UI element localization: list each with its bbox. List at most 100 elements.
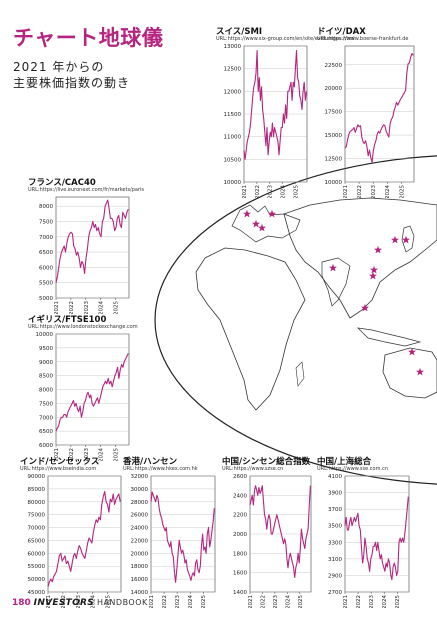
y-tick-label: 2600 <box>233 474 247 480</box>
star-seoul <box>391 235 399 244</box>
star-zurich <box>258 223 266 232</box>
x-tick-label: 2024 <box>99 301 105 314</box>
y-tick-label: 10000 <box>224 180 242 186</box>
y-tick-label: 2400 <box>233 493 247 499</box>
y-tick-label: 13000 <box>224 44 242 50</box>
y-tick-label: 4100 <box>328 474 342 480</box>
page-number: 180 <box>12 598 31 608</box>
y-tick-label: 6500 <box>39 250 53 256</box>
chart-url: URL:https://www.hkex.com.hk <box>123 466 198 472</box>
x-tick-label: 2024 <box>385 185 391 198</box>
y-tick-label: 3700 <box>328 507 342 513</box>
x-tick-label: 2023 <box>84 301 90 314</box>
y-tick-label: 9500 <box>39 346 53 352</box>
series-line <box>249 485 311 579</box>
footer-brand: INVESTORS <box>33 598 95 608</box>
y-tick-label: 2000 <box>233 532 247 538</box>
chart-title: 中国/シンセン総合指数 <box>222 457 311 467</box>
chart-url: URL:https://live.euronext.com/fr/markets… <box>28 187 145 193</box>
plot-frame <box>344 475 410 593</box>
chart-title: ドイツ/DAX <box>317 27 366 37</box>
y-tick-label: 28000 <box>131 500 149 506</box>
plot-frame <box>150 475 216 593</box>
x-tick-label: 2021 <box>343 185 349 198</box>
x-tick-label: 2023 <box>175 595 181 608</box>
australia-outline <box>382 347 437 399</box>
japan-outline <box>401 225 415 253</box>
y-tick-label: 7000 <box>39 235 53 241</box>
star-hongkong <box>369 271 377 280</box>
india-outline <box>321 257 351 307</box>
x-tick-label: 2024 <box>285 595 291 608</box>
x-tick-label: 2025 <box>201 595 207 608</box>
y-tick-label: 17500 <box>325 110 343 116</box>
series-line <box>344 496 409 581</box>
chart-title: スイス/SMI <box>216 27 263 37</box>
y-tick-label: 18000 <box>131 564 149 570</box>
y-tick-label: 11000 <box>224 135 242 141</box>
y-tick-label: 30000 <box>131 487 149 493</box>
y-tick-label: 3300 <box>328 540 342 546</box>
x-tick-label: 2025 <box>114 448 120 461</box>
y-tick-label: 70000 <box>28 526 46 532</box>
y-tick-label: 10500 <box>224 157 242 163</box>
y-tick-label: 24000 <box>131 526 149 532</box>
star-paris <box>252 219 260 228</box>
x-tick-label: 2025 <box>293 185 299 198</box>
chart-title: インド/センセックス <box>20 457 100 467</box>
footer: 180 INVESTORS HANDBOOK <box>12 598 148 608</box>
x-tick-label: 2025 <box>106 595 112 608</box>
y-tick-label: 8000 <box>39 204 53 210</box>
chart-url: URL:https://www.sse.com.cn <box>317 466 388 472</box>
chart-title: イギリス/FTSE100 <box>28 315 107 325</box>
y-tick-label: 9000 <box>39 360 53 366</box>
x-tick-label: 2023 <box>371 185 377 198</box>
subtitle-line1: 2021 年からの <box>13 60 105 74</box>
chart-title: 中国/上海総合 <box>317 457 372 467</box>
x-tick-label: 2021 <box>54 448 60 461</box>
y-tick-label: 8500 <box>39 374 53 380</box>
y-tick-label: 1400 <box>233 590 247 596</box>
x-tick-label: 2023 <box>273 595 279 608</box>
y-tick-label: 22500 <box>325 63 343 69</box>
chart-title: フランス/CAC40 <box>28 178 96 188</box>
europe-outline <box>231 204 301 243</box>
x-tick-label: 2022 <box>260 595 266 608</box>
star-tokyo <box>402 235 410 244</box>
y-tick-label: 10000 <box>36 332 54 338</box>
chart-url: URL:https://www.bseindia.com <box>20 466 97 472</box>
star-singapore <box>361 303 369 312</box>
x-tick-label: 2023 <box>84 448 90 461</box>
y-tick-label: 85000 <box>28 487 46 493</box>
y-tick-label: 3500 <box>328 524 342 530</box>
y-tick-label: 26000 <box>131 513 149 519</box>
x-tick-label: 2021 <box>242 185 248 198</box>
star-frankfurt <box>268 209 276 218</box>
indonesia-outline <box>357 327 422 347</box>
y-tick-label: 45000 <box>28 590 46 596</box>
x-tick-label: 2022 <box>162 595 168 608</box>
page-title: チャート地球儀 <box>13 26 164 50</box>
y-tick-label: 3900 <box>328 491 342 497</box>
chart-url: URL:https://www.szse.cn <box>222 466 284 472</box>
y-tick-label: 14000 <box>131 590 149 596</box>
y-tick-label: 10000 <box>325 180 343 186</box>
y-tick-label: 16000 <box>131 577 149 583</box>
series-line <box>344 52 414 163</box>
y-tick-label: 5000 <box>39 296 53 302</box>
y-tick-label: 11500 <box>224 112 242 118</box>
y-tick-label: 7500 <box>39 401 53 407</box>
series-line <box>55 353 129 432</box>
x-tick-label: 2024 <box>91 595 97 608</box>
y-tick-label: 80000 <box>28 500 46 506</box>
star-shenzhen <box>370 265 378 274</box>
star-sydney <box>408 347 416 356</box>
y-tick-label: 1800 <box>233 551 247 557</box>
y-tick-label: 55000 <box>28 564 46 570</box>
x-tick-label: 2021 <box>46 595 52 608</box>
star-australia <box>416 367 424 376</box>
footer-brand-sub: HANDBOOK <box>96 598 148 607</box>
y-tick-label: 90000 <box>28 474 46 480</box>
x-tick-label: 2022 <box>69 301 75 314</box>
y-tick-label: 3100 <box>328 557 342 563</box>
